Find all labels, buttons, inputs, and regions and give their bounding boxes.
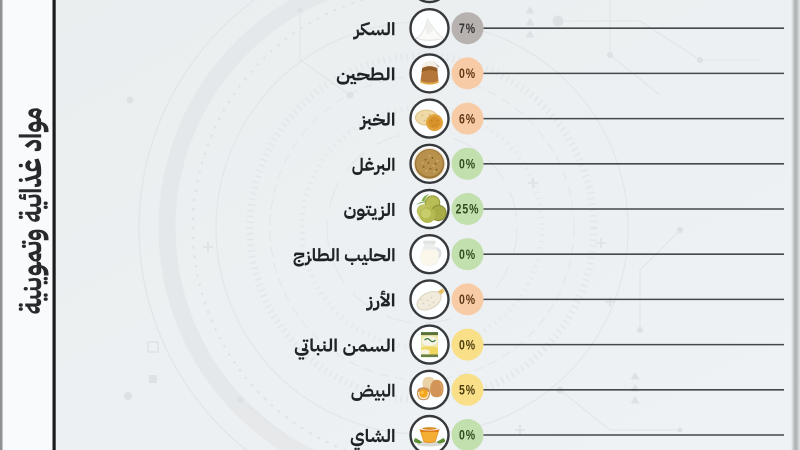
svg-text:7%: 7% [459, 21, 476, 37]
svg-text:0%: 0% [459, 337, 476, 353]
svg-text:6%: 6% [459, 111, 476, 127]
svg-text:0%: 0% [459, 292, 476, 308]
svg-text:5%: 5% [459, 382, 476, 398]
svg-text:25%: 25% [456, 201, 480, 217]
svg-text:0%: 0% [459, 66, 476, 82]
svg-text:0%: 0% [459, 427, 476, 443]
svg-text:0%: 0% [459, 247, 476, 263]
svg-text:0%: 0% [459, 156, 476, 172]
